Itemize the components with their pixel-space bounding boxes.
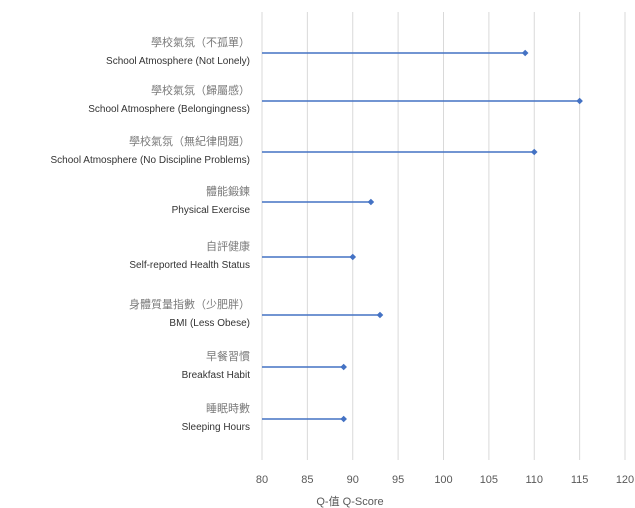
category-label-en: Breakfast Habit — [182, 370, 251, 381]
x-tick-label: 95 — [392, 474, 404, 486]
category-labels: 學校氣氛（不孤單） School Atmosphere (Not Lonely) 學… — [50, 35, 250, 433]
category-label-en: School Atmosphere (Belongingness) — [88, 104, 250, 115]
lollipop-marker — [521, 49, 529, 57]
lollipop-marker — [576, 97, 583, 105]
x-axis-title: Q-值 Q-Score — [316, 495, 383, 508]
x-tick-label: 90 — [347, 474, 359, 486]
x-tick-labels: 80 85 90 95 100 105 110 115 120 — [256, 474, 634, 486]
category-label-en: School Atmosphere (No Discipline Problem… — [50, 155, 250, 166]
x-tick-label: 110 — [525, 474, 543, 486]
x-tick-label: 100 — [434, 474, 452, 486]
x-tick-label: 120 — [616, 474, 634, 486]
category-label-zh: 睡眠時數 — [206, 402, 250, 415]
category-label-zh: 學校氣氛（歸屬感） — [151, 83, 250, 97]
lollipop-marker — [367, 198, 375, 206]
x-tick-label: 85 — [301, 474, 313, 486]
category-label-zh: 身體質量指數（少肥胖） — [129, 297, 250, 311]
lollipop-marker — [376, 311, 384, 319]
vertical-gridlines — [261, 12, 626, 460]
category-label-zh: 學校氣氛（不孤單） — [151, 35, 250, 49]
category-label-zh: 早餐習慣 — [206, 349, 250, 363]
data-marks — [262, 49, 583, 423]
lollipop-marker — [340, 363, 347, 371]
category-label-en: Sleeping Hours — [182, 422, 250, 433]
category-label-zh: 學校氣氛（無紀律問題） — [129, 134, 250, 148]
category-label-en: Physical Exercise — [172, 205, 251, 216]
lollipop-marker — [340, 415, 347, 423]
category-label-en: BMI (Less Obese) — [169, 318, 250, 329]
category-label-en: Self-reported Health Status — [129, 260, 250, 271]
x-tick-label: 115 — [571, 474, 589, 486]
category-label-zh: 自評健康 — [206, 239, 250, 253]
lollipop-marker — [349, 253, 357, 261]
x-tick-label: 105 — [480, 474, 498, 486]
x-tick-label: 80 — [256, 474, 268, 486]
lollipop-marker — [530, 148, 538, 156]
category-label-en: School Atmosphere (Not Lonely) — [106, 56, 250, 67]
category-label-zh: 體能鍛鍊 — [206, 184, 250, 198]
